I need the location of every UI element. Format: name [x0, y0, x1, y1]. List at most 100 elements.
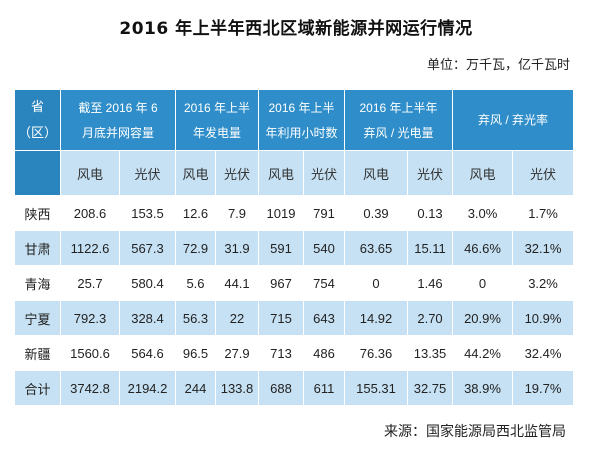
province-cell: 新疆: [14, 335, 61, 371]
unit-note: 单位：万千瓦，亿千瓦时: [426, 58, 570, 73]
value-cell: 38.9%: [452, 370, 514, 406]
value-cell: 0: [452, 265, 514, 301]
value-cell: 540: [302, 230, 346, 266]
sub-header: 风电: [60, 150, 120, 196]
value-cell: 153.5: [119, 195, 176, 231]
value-cell: 1019: [258, 195, 304, 231]
value-cell: 56.3: [175, 300, 216, 336]
source-note: 来源：国家能源局西北监管局: [384, 424, 566, 440]
sub-header: 风电: [175, 150, 216, 196]
data-table: 省 （区） 截至 2016 年 6 月底并网容量 2016 年上半 年发电量 2…: [14, 89, 575, 406]
group-header-line1: 2016 年上半: [183, 100, 251, 115]
value-cell: 754: [302, 265, 346, 301]
table-row: 甘肃 1122.6 567.3 72.9 31.9 591 540 63.65 …: [14, 230, 575, 266]
sub-header-row: 风电 光伏 风电 光伏 风电 光伏 风电 光伏 风电 光伏: [14, 150, 575, 196]
value-cell: 32.4%: [512, 335, 575, 371]
value-cell: 44.2%: [452, 335, 514, 371]
sub-header: 光伏: [215, 150, 259, 196]
province-cell: 宁夏: [14, 300, 61, 336]
value-cell: 7.9: [215, 195, 259, 231]
value-cell: 244: [175, 370, 216, 406]
value-cell: 580.4: [119, 265, 176, 301]
table-row: 宁夏 792.3 328.4 56.3 22 715 643 14.92 2.7…: [14, 300, 575, 336]
value-cell: 643: [302, 300, 346, 336]
province-header: 省 （区）: [14, 89, 61, 151]
group-header-line1: 2016 年上半年: [359, 100, 438, 115]
group-header-curtailment-rate: 弃风 / 弃光率: [452, 89, 575, 151]
value-cell: 10.9%: [512, 300, 575, 336]
value-cell: 46.6%: [452, 230, 514, 266]
sub-header: 风电: [452, 150, 514, 196]
group-header-line1: 2016 年上半: [268, 100, 335, 115]
value-cell: 31.9: [215, 230, 259, 266]
value-cell: 791: [302, 195, 346, 231]
value-cell: 328.4: [119, 300, 176, 336]
value-cell: 591: [258, 230, 304, 266]
value-cell: 1.7%: [512, 195, 575, 231]
value-cell: 3742.8: [60, 370, 120, 406]
value-cell: 32.75: [407, 370, 454, 406]
value-cell: 967: [258, 265, 304, 301]
group-header-line2: 年利用小时数: [265, 125, 338, 140]
sub-header: 光伏: [119, 150, 176, 196]
province-cell: 甘肃: [14, 230, 61, 266]
value-cell: 32.1%: [512, 230, 575, 266]
value-cell: 567.3: [119, 230, 176, 266]
value-cell: 133.8: [215, 370, 259, 406]
group-header-line1: 弃风 / 弃光率: [478, 113, 549, 127]
group-header-line2: 月底并网容量: [81, 125, 154, 140]
group-header-line2: 年发电量: [192, 125, 241, 140]
value-cell: 15.11: [407, 230, 454, 266]
value-cell: 76.36: [344, 335, 409, 371]
value-cell: 12.6: [175, 195, 216, 231]
group-header-hours: 2016 年上半 年利用小时数: [257, 89, 346, 151]
province-cell: 青海: [14, 265, 61, 301]
table-row: 青海 25.7 580.4 5.6 44.1 967 754 0 1.46 0 …: [14, 265, 575, 301]
sub-header: 光伏: [302, 150, 346, 196]
sub-header: 风电: [344, 150, 409, 196]
value-cell: 0.13: [407, 195, 454, 231]
value-cell: 63.65: [344, 230, 409, 266]
group-header-capacity: 截至 2016 年 6 月底并网容量: [60, 89, 176, 151]
value-cell: 44.1: [215, 265, 259, 301]
value-cell: 96.5: [175, 335, 216, 371]
value-cell: 27.9: [215, 335, 259, 371]
group-header-generation: 2016 年上半 年发电量: [175, 89, 259, 151]
value-cell: 13.35: [407, 335, 454, 371]
sub-header: 光伏: [407, 150, 454, 196]
value-cell: 688: [258, 370, 304, 406]
value-cell: 3.2%: [512, 265, 575, 301]
value-cell: 208.6: [60, 195, 120, 231]
value-cell: 25.7: [60, 265, 120, 301]
value-cell: 2.70: [407, 300, 454, 336]
group-header-line1: 截至 2016 年 6: [78, 100, 158, 115]
table-row: 新疆 1560.6 564.6 96.5 27.9 713 486 76.36 …: [14, 335, 575, 371]
province-header-line2: （区）: [17, 125, 57, 140]
province-cell: 合计: [14, 370, 61, 406]
value-cell: 19.7%: [512, 370, 575, 406]
group-header-curtailed-energy: 2016 年上半年 弃风 / 光电量: [344, 89, 454, 151]
value-cell: 2194.2: [119, 370, 176, 406]
value-cell: 486: [302, 335, 346, 371]
value-cell: 1122.6: [60, 230, 120, 266]
table-row-total: 合计 3742.8 2194.2 244 133.8 688 611 155.3…: [14, 370, 575, 406]
value-cell: 155.31: [344, 370, 409, 406]
value-cell: 715: [258, 300, 304, 336]
province-cell: 陕西: [14, 195, 61, 231]
group-header-line2: 弃风 / 光电量: [363, 125, 434, 140]
page-title: 2016 年上半年西北区域新能源并网运行情况: [119, 19, 473, 39]
table-row: 陕西 208.6 153.5 12.6 7.9 1019 791 0.39 0.…: [14, 195, 575, 231]
value-cell: 611: [302, 370, 346, 406]
value-cell: 1.46: [407, 265, 454, 301]
value-cell: 22: [215, 300, 259, 336]
value-cell: 5.6: [175, 265, 216, 301]
value-cell: 0.39: [344, 195, 409, 231]
province-header-cell: [14, 150, 61, 196]
province-header-line1: 省: [30, 99, 44, 114]
value-cell: 1560.6: [60, 335, 120, 371]
value-cell: 792.3: [60, 300, 120, 336]
value-cell: 20.9%: [452, 300, 514, 336]
sub-header: 风电: [258, 150, 304, 196]
value-cell: 564.6: [119, 335, 176, 371]
value-cell: 713: [258, 335, 304, 371]
